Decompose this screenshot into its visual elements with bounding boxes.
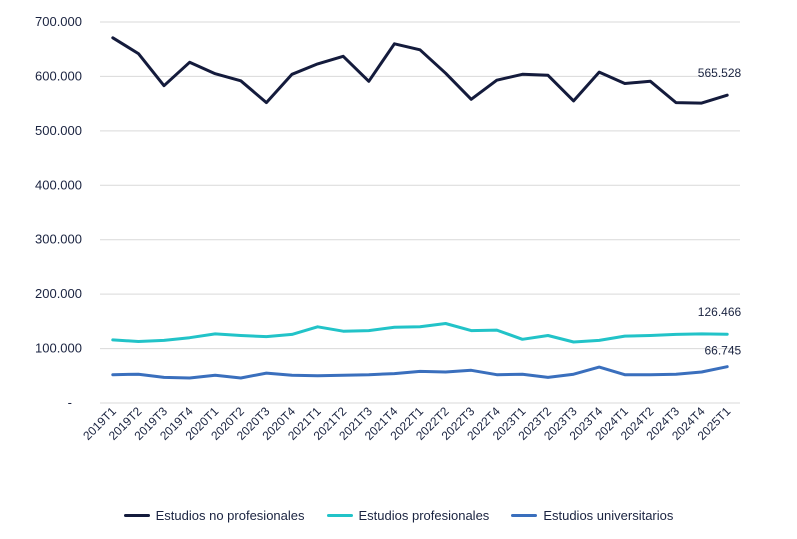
end-labels: 565.528 126.466 66.745 [698,66,742,357]
legend-label-no-profesionales: Estudios no profesionales [155,508,305,523]
y-tick-label: - [68,395,72,410]
y-tick-label: 400.000 [35,177,82,192]
y-tick-label: 300.000 [35,232,82,247]
series-lines [111,36,729,380]
y-axis-ticks: - 100.000 200.000 300.000 400.000 500.000 600.… [35,14,82,410]
y-tick-label: 200.000 [35,286,82,301]
x-axis-ticks: 2019T12019T22019T32019T42020T12020T22020… [80,404,733,443]
y-tick-label: 600.000 [35,68,82,83]
end-value-label-2: 66.745 [704,344,741,358]
series-line-2 [111,365,729,380]
end-value-label-1: 126.466 [698,305,742,319]
y-tick-label: 700.000 [35,14,82,29]
line-chart: - 100.000 200.000 300.000 400.000 500.000 600.… [35,14,742,443]
legend-swatch-profesionales [326,514,353,517]
legend: Estudios no profesionales Estudios profe… [0,508,797,523]
legend-item-universitarios: Estudios universitarios [511,508,673,523]
gridlines [100,21,740,404]
legend-item-no-profesionales: Estudios no profesionales [123,508,305,523]
series-line-0 [111,36,729,105]
legend-item-profesionales: Estudios profesionales [326,508,490,523]
end-value-label-0: 565.528 [698,66,742,80]
legend-label-profesionales: Estudios profesionales [358,508,490,523]
legend-swatch-no-profesionales [123,514,150,517]
legend-label-universitarios: Estudios universitarios [543,508,674,523]
y-tick-label: 100.000 [35,341,82,356]
legend-swatch-universitarios [511,514,538,517]
series-line-1 [111,322,729,344]
y-tick-label: 500.000 [35,123,82,138]
